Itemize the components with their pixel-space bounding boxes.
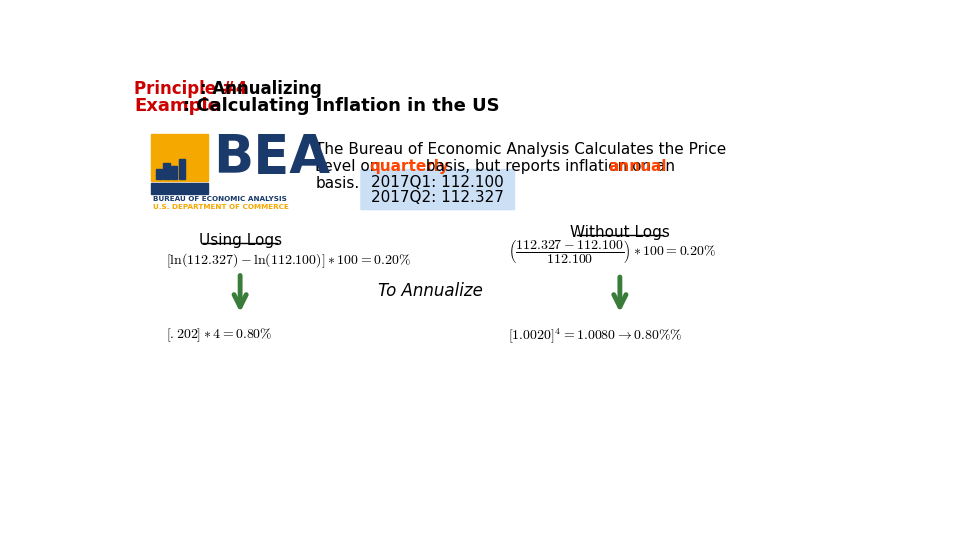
- Text: BEA: BEA: [213, 132, 330, 184]
- Text: $\left(\dfrac{112.327 - 112.100}{112.100}\right)*100 = 0.20\%$: $\left(\dfrac{112.327 - 112.100}{112.100…: [508, 238, 716, 265]
- Text: annual: annual: [609, 159, 667, 174]
- Bar: [171, 166, 178, 179]
- Text: $[\ln(112.327) - \ln(112.100)]*100 = 0.20\%$: $[\ln(112.327) - \ln(112.100)]*100 = 0.2…: [166, 252, 411, 271]
- Bar: [151, 183, 208, 194]
- Text: : Calculating Inflation in the US: : Calculating Inflation in the US: [182, 97, 499, 115]
- Text: $[.202]*4 = 0.80\%$: $[.202]*4 = 0.80\%$: [166, 327, 274, 344]
- Text: Level on: Level on: [315, 159, 390, 174]
- Text: Example: Example: [134, 97, 220, 115]
- Text: : Annualizing: : Annualizing: [200, 80, 322, 98]
- Text: Principle #4: Principle #4: [134, 80, 248, 98]
- Bar: [179, 159, 185, 179]
- Text: Using Logs: Using Logs: [199, 233, 281, 248]
- Text: To Annualize: To Annualize: [377, 282, 483, 300]
- Bar: [151, 134, 208, 181]
- Text: Without Logs: Without Logs: [570, 225, 670, 240]
- Text: $[1.0020]^{4} = 1.0080 \rightarrow 0.80\%\%$: $[1.0020]^{4} = 1.0080 \rightarrow 0.80\…: [508, 327, 683, 346]
- Bar: [156, 169, 162, 179]
- Text: BUREAU OF ECONOMIC ANALYSIS: BUREAU OF ECONOMIC ANALYSIS: [153, 195, 286, 201]
- FancyBboxPatch shape: [360, 168, 516, 211]
- Bar: [163, 163, 170, 179]
- Text: 2017Q1: 112.100: 2017Q1: 112.100: [372, 175, 504, 190]
- Text: basis, but reports inflation on an: basis, but reports inflation on an: [420, 159, 680, 174]
- Text: U.S. DEPARTMENT OF COMMERCE: U.S. DEPARTMENT OF COMMERCE: [153, 205, 288, 211]
- Text: quarterly: quarterly: [370, 159, 449, 174]
- Text: basis.: basis.: [315, 176, 360, 191]
- Text: The Bureau of Economic Analysis Calculates the Price: The Bureau of Economic Analysis Calculat…: [315, 142, 727, 157]
- Text: 2017Q2: 112.327: 2017Q2: 112.327: [372, 190, 504, 205]
